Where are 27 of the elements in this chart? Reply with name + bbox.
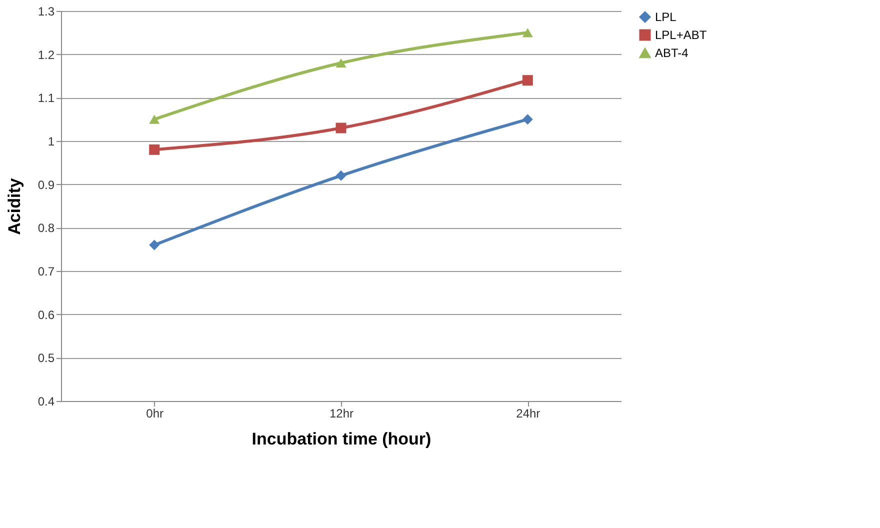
- point: [336, 58, 346, 68]
- y-tick-label: 0.8: [38, 221, 55, 236]
- x-tick-label: 0hr: [146, 406, 164, 420]
- x-tick-label: 12hr: [329, 406, 354, 420]
- y-tick-label: 1.2: [38, 48, 55, 62]
- y-axis-title: Acidity: [4, 178, 24, 235]
- point: [149, 240, 160, 250]
- point: [336, 122, 346, 134]
- y-tick-label: 1.1: [38, 91, 55, 106]
- point: [522, 75, 533, 86]
- y-tick-label: 0.9: [38, 178, 55, 192]
- legend-label: ABT-4: [655, 46, 689, 60]
- point: [336, 170, 346, 181]
- y-tick-label: 1: [48, 134, 55, 148]
- point: [522, 28, 533, 38]
- y-tick-label: 0.7: [38, 264, 55, 278]
- point: [522, 114, 533, 125]
- point: [149, 144, 160, 155]
- x-tick-label: 24hr: [516, 406, 540, 420]
- y-tick-label: 0.5: [38, 351, 55, 366]
- point: [149, 114, 160, 124]
- x-axis-title: Incubation time (hour): [252, 430, 432, 448]
- legend-label: LPL+ABT: [655, 28, 708, 42]
- y-tick-label: 0.6: [38, 308, 55, 322]
- y-tick-label: 1.3: [38, 4, 55, 18]
- y-tick-label: 0.4: [38, 394, 55, 408]
- legend-label: LPL: [655, 10, 677, 24]
